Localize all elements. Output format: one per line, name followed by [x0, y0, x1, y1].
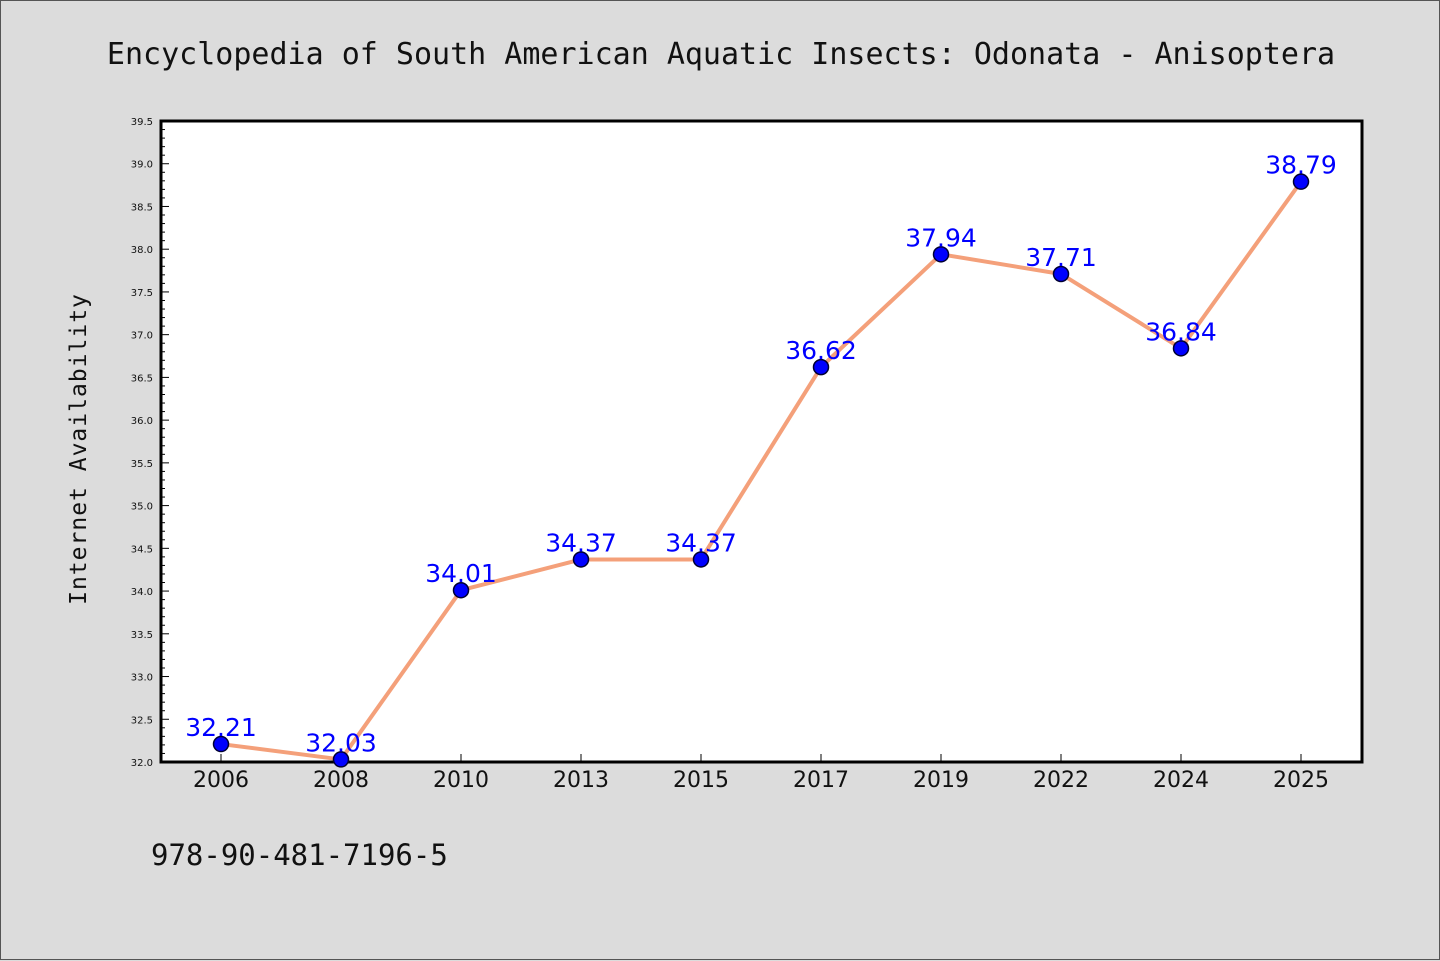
y-tick-label: 38.0	[131, 245, 153, 256]
x-tick-label: 2013	[553, 768, 609, 793]
isbn-text: 978-90-481-7196-5	[151, 838, 448, 872]
series-line	[220, 180, 1303, 762]
x-tick-label: 2010	[433, 768, 489, 793]
y-tick-label: 35.5	[131, 459, 153, 470]
data-point	[932, 246, 950, 263]
data-point	[812, 358, 830, 376]
y-tick-label: 36.5	[131, 373, 153, 384]
data-point	[452, 581, 470, 599]
data-label: 36.62	[785, 336, 857, 365]
plot-area	[159, 119, 1364, 764]
data-point	[692, 551, 710, 568]
y-tick-label: 39.0	[131, 160, 153, 171]
data-label: 34.01	[425, 559, 497, 588]
y-tick-label: 34.0	[131, 587, 153, 598]
y-tick-label: 39.5	[131, 117, 153, 128]
data-point	[1292, 173, 1310, 190]
data-label: 37.71	[1025, 243, 1097, 272]
series-markers	[212, 173, 1310, 768]
y-tick-label: 36.0	[131, 416, 153, 427]
y-tick-label: 34.5	[131, 544, 153, 555]
x-tick-label: 2008	[313, 768, 369, 793]
x-tick-label: 2022	[1033, 768, 1089, 793]
y-tick-label: 37.0	[131, 331, 153, 342]
y-tick-label: 37.5	[131, 288, 153, 299]
y-axis: 32.0 32.5 33.0 33.5 34.0 34.5 35.0 35.5 36.0 36.5…	[131, 117, 169, 769]
y-axis-label: Internet Availability	[66, 293, 92, 605]
data-label: 36.84	[1145, 317, 1217, 346]
x-tick-label: 2019	[913, 768, 969, 793]
x-axis: 2006 2008 2010 2013 2015 2017 2019 2022 2024 2025	[193, 754, 1329, 793]
y-tick-label: 32.0	[131, 758, 153, 769]
data-label: 37.94	[905, 223, 977, 252]
x-tick-label: 2006	[193, 768, 249, 793]
data-point	[1052, 265, 1070, 283]
data-point	[212, 735, 230, 753]
y-tick-label: 33.0	[131, 673, 153, 684]
data-label: 34.37	[665, 528, 737, 557]
x-tick-label: 2024	[1153, 768, 1209, 793]
data-label: 34.37	[545, 528, 617, 557]
data-point	[1172, 340, 1190, 357]
x-tick-label: 2017	[793, 768, 849, 793]
data-label: 32.21	[185, 713, 257, 742]
data-label: 38.79	[1265, 151, 1337, 180]
data-labels: 32.21 32.03 34.01 34.37 34.37 36.62 37.94 37.71…	[185, 151, 1337, 758]
y-tick-label: 32.5	[131, 715, 153, 726]
chart-title: Encyclopedia of South American Aquatic I…	[107, 37, 1335, 72]
y-tick-label: 35.0	[131, 502, 153, 513]
data-point	[332, 751, 350, 768]
x-tick-label: 2025	[1273, 768, 1329, 793]
data-point	[572, 551, 590, 568]
x-tick-label: 2015	[673, 768, 729, 793]
data-label: 32.03	[305, 728, 377, 757]
y-tick-label: 38.5	[131, 202, 153, 213]
y-tick-label: 33.5	[131, 630, 153, 641]
